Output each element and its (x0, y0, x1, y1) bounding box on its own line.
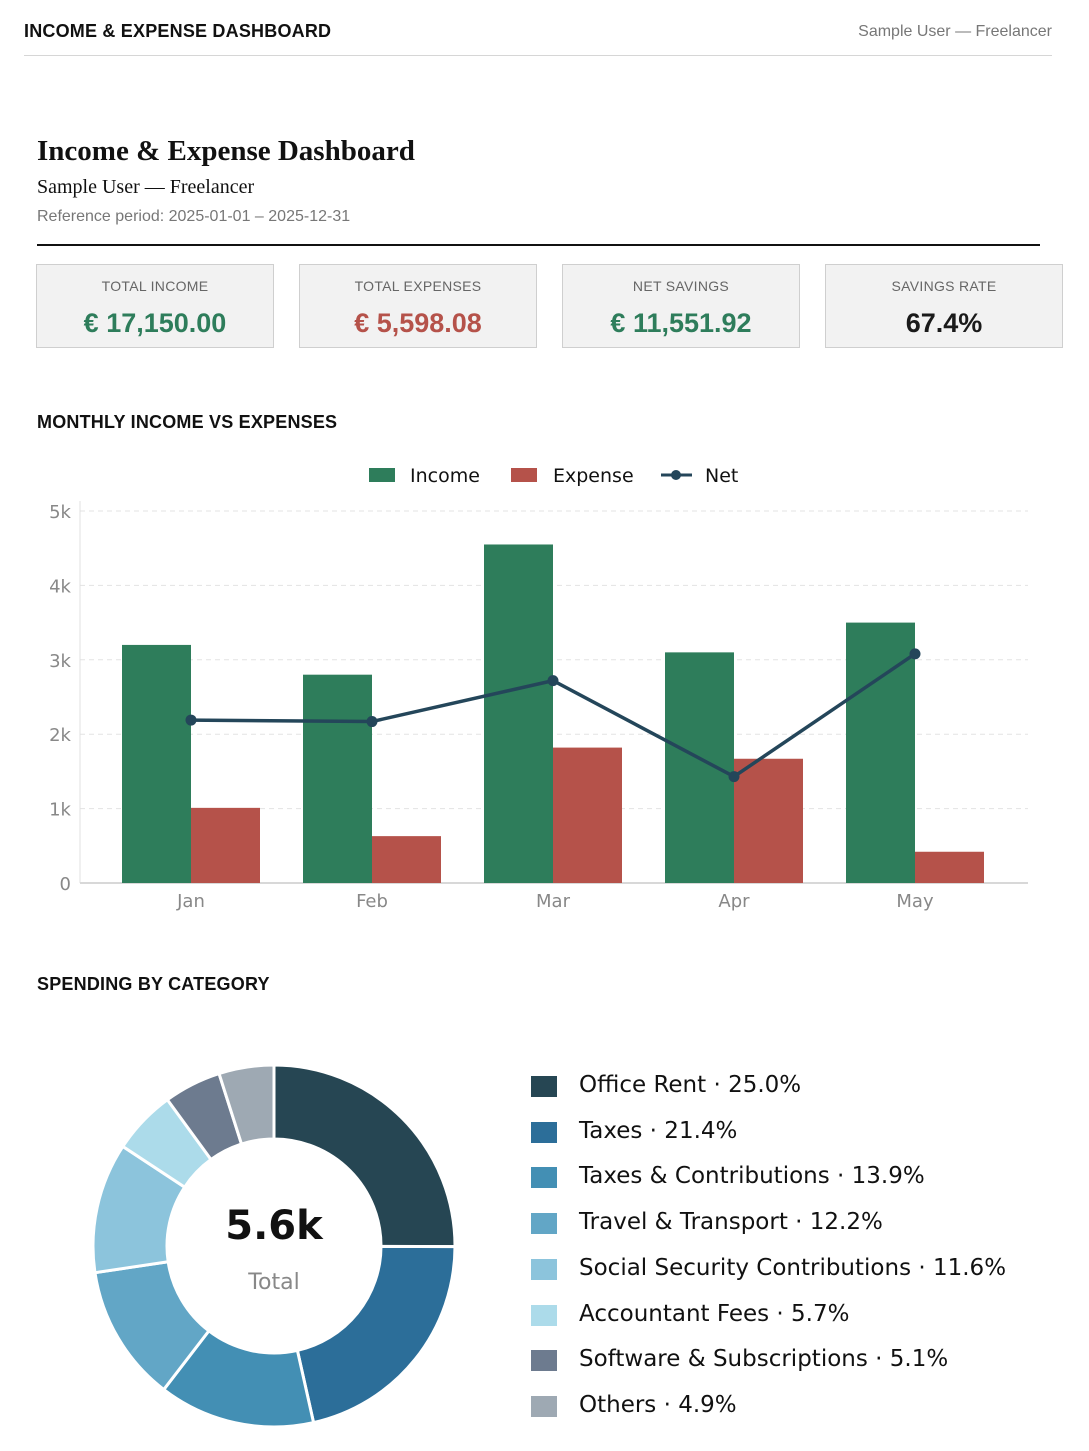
kpi-card-savings-rate: SAVINGS RATE 67.4% (825, 264, 1063, 348)
legend-swatch (531, 1121, 557, 1143)
y-tick-label: 2k (49, 725, 71, 746)
legend-swatch (531, 1304, 557, 1326)
net-point (728, 771, 740, 783)
legend-label: Others · 4.9% (579, 1391, 737, 1418)
y-tick-label: 0 (60, 874, 71, 895)
kpi-card-net-savings: NET SAVINGS € 11,551.92 (562, 264, 800, 348)
bar-expense-feb (372, 836, 441, 883)
kpi-label: NET SAVINGS (632, 278, 730, 294)
net-point (909, 648, 921, 660)
bar-income-feb (303, 674, 372, 883)
legend-label: Taxes & Contributions · 13.9% (579, 1163, 925, 1190)
reference-period: Reference period: 2025-01-01 – 2025-12-3… (37, 208, 351, 225)
net-point (185, 714, 197, 726)
legend-label: Software & Subscriptions · 5.1% (579, 1346, 949, 1373)
legend-label: Accountant Fees · 5.7% (579, 1300, 850, 1327)
kpi-value: € 5,598.08 (354, 308, 482, 338)
x-tick-label: Apr (718, 891, 750, 912)
bar-income-apr (665, 652, 734, 883)
category-donut-chart: 5.6k Total (91, 1063, 457, 1429)
legend-swatch (531, 1076, 557, 1097)
section-title-monthly: MONTHLY INCOME VS EXPENSES (37, 412, 338, 432)
legend-swatch (531, 1167, 557, 1189)
legend-label: Taxes · 21.4% (579, 1117, 738, 1144)
top-bar: INCOME & EXPENSE DASHBOARD Sample User —… (24, 0, 1052, 56)
kpi-label: TOTAL EXPENSES (354, 278, 482, 294)
legend-label: Office Rent · 25.0% (579, 1072, 802, 1098)
y-tick-label: 5k (49, 502, 71, 523)
legend-label: Social Security Contributions · 11.6% (579, 1254, 1007, 1281)
user-label: Sample User — Freelancer (858, 23, 1052, 40)
legend-swatch (531, 1213, 557, 1235)
x-tick-label: Mar (536, 891, 571, 912)
legend-label-income: Income (410, 465, 480, 487)
x-tick-label: Feb (356, 891, 388, 912)
legend-swatch (531, 1395, 557, 1417)
donut-slice (217, 1063, 276, 1146)
donut-center-value: 5.6k (225, 1203, 324, 1249)
net-point (547, 675, 559, 687)
bar-expense-apr (734, 758, 803, 883)
chart-legend: Income Expense Net (369, 465, 738, 487)
bar-expense-may (915, 851, 984, 883)
net-point (366, 716, 378, 728)
donut-slice (295, 1244, 457, 1425)
kpi-card-total-expenses: TOTAL EXPENSES € 5,598.08 (299, 264, 537, 348)
legend-swatch (531, 1350, 557, 1372)
x-tick-label: Jan (176, 891, 205, 912)
report-title: Income & Expense Dashboard (37, 135, 415, 167)
bar-expense-mar (553, 747, 622, 883)
legend-swatch (531, 1258, 557, 1280)
kpi-card-total-income: TOTAL INCOME € 17,150.00 (36, 264, 274, 348)
legend-label: Travel & Transport · 12.2% (579, 1209, 883, 1236)
legend-label-expense: Expense (553, 465, 634, 487)
kpi-value: € 11,551.92 (610, 308, 752, 338)
y-tick-label: 1k (49, 800, 71, 821)
legend-marker-net (671, 470, 681, 480)
kpi-label: TOTAL INCOME (101, 278, 209, 294)
bar-expense-jan (191, 807, 260, 883)
kpi-value: € 17,150.00 (83, 308, 227, 338)
report-subtitle: Sample User — Freelancer (37, 176, 255, 198)
kpi-value: 67.4% (905, 308, 983, 338)
bar-income-mar (484, 544, 553, 883)
x-tick-label: May (896, 891, 934, 912)
app-title: INCOME & EXPENSE DASHBOARD (24, 21, 332, 41)
legend-swatch-income (369, 468, 395, 482)
bar-income-may (846, 622, 915, 883)
legend-label-net: Net (705, 465, 738, 487)
monthly-bar-chart: Income Expense Net 0 1k 2k 3k 4k 5k Jan Feb Mar… (49, 465, 1028, 912)
kpi-label: SAVINGS RATE (891, 278, 997, 294)
y-tick-label: 3k (49, 651, 71, 672)
legend-swatch-expense (511, 468, 537, 482)
header-divider (37, 244, 1040, 246)
section-title-category: SPENDING BY CATEGORY (37, 974, 270, 994)
y-tick-label: 4k (49, 576, 71, 597)
bar-income-jan (122, 644, 191, 883)
donut-center-label: Total (247, 1270, 299, 1295)
donut-slice (272, 1063, 457, 1249)
